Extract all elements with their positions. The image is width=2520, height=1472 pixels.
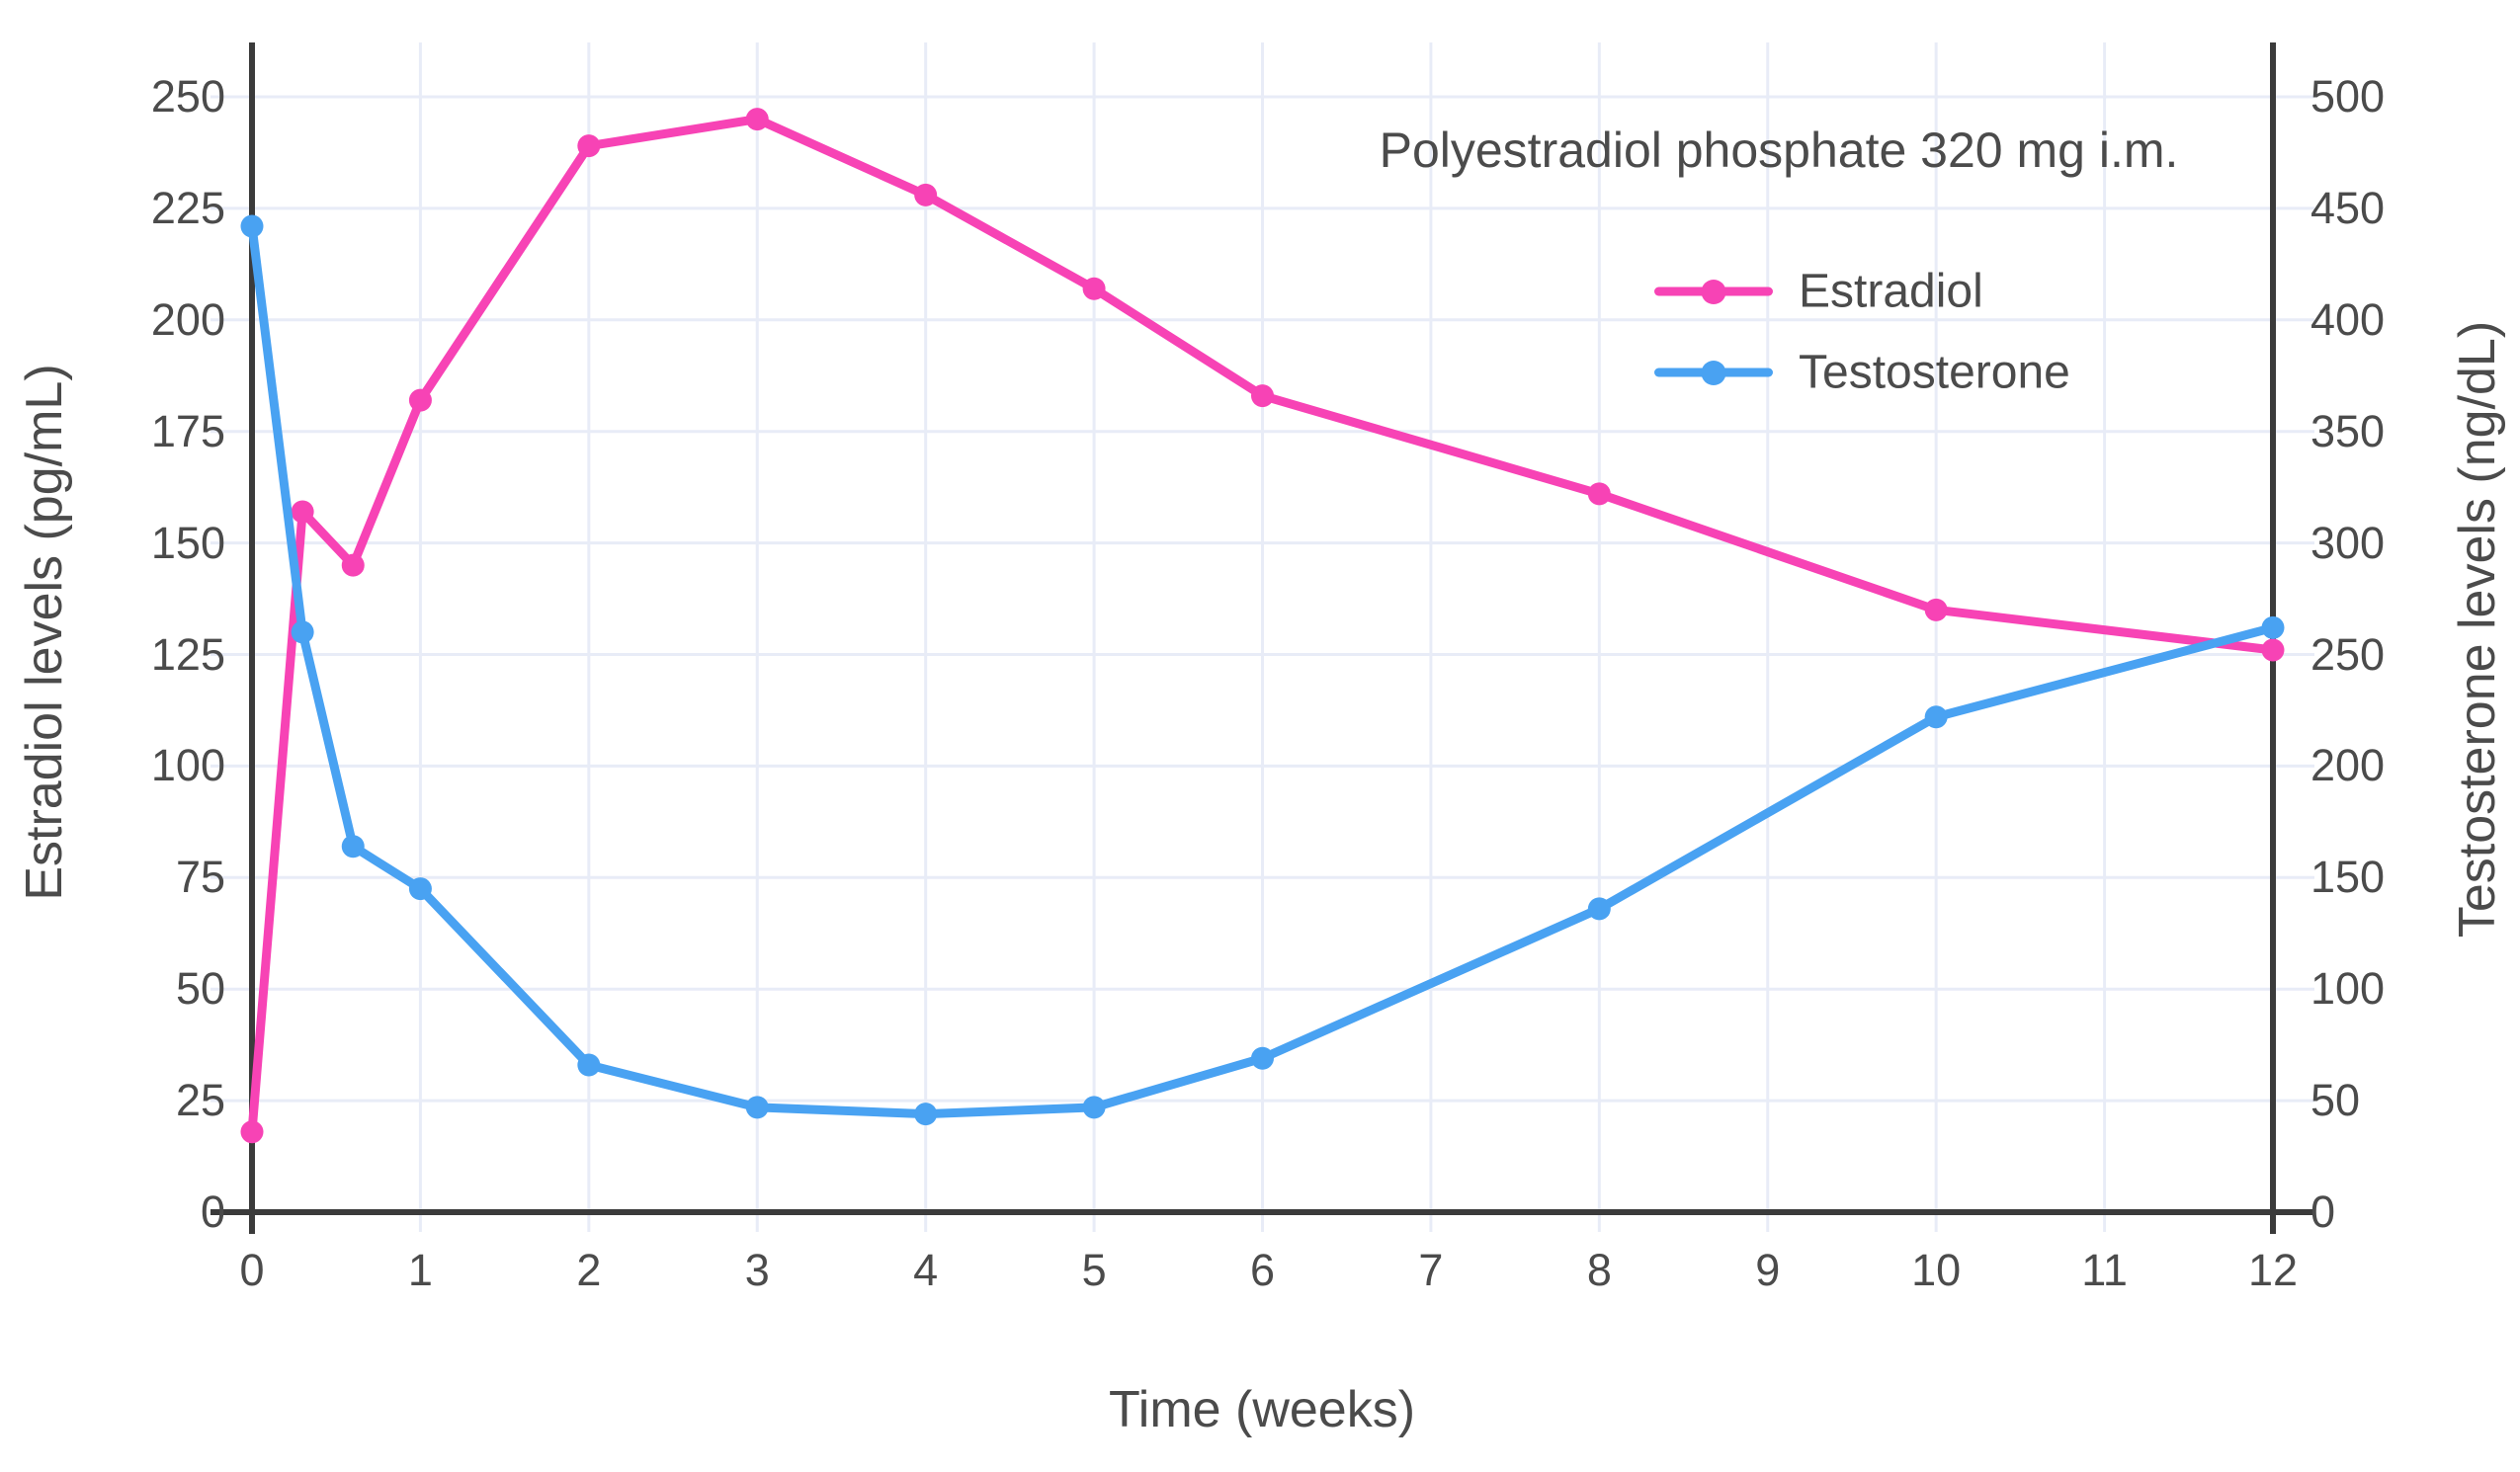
testosterone-legend-marker (1701, 360, 1726, 385)
estradiol-point (240, 1120, 264, 1144)
testosterone-point (745, 1096, 769, 1119)
y-tick-label-right: 0 (2310, 1186, 2336, 1237)
testosterone-point (577, 1053, 601, 1077)
testosterone-point (291, 620, 314, 644)
y-tick-label-right: 50 (2310, 1075, 2361, 1126)
x-tick-label: 2 (576, 1245, 602, 1295)
estradiol-point (1924, 598, 1948, 621)
testosterone-point (2261, 615, 2285, 639)
x-axis-title: Time (weeks) (1108, 1381, 1416, 1438)
y-tick-label-left: 50 (175, 963, 225, 1015)
y-tick-label-left: 150 (150, 517, 225, 568)
x-tick-label: 11 (2081, 1245, 2128, 1295)
y-tick-label-right: 450 (2310, 182, 2386, 233)
x-tick-label: 9 (1755, 1245, 1781, 1295)
estradiol-point (2261, 638, 2285, 662)
y-tick-label-left: 25 (175, 1075, 225, 1126)
testosterone-point (1082, 1096, 1106, 1119)
x-tick-label: 0 (239, 1245, 265, 1295)
legend-item-testosterone: Testosterone (1654, 346, 2070, 400)
testosterone-point (1251, 1046, 1274, 1070)
estradiol-point (577, 134, 601, 158)
testosterone-line (247, 221, 2278, 1119)
x-tick-label: 1 (407, 1245, 433, 1295)
estradiol-point (745, 108, 769, 131)
estradiol-line (247, 115, 2278, 1137)
y-axis-title-left: Estradiol levels (pg/mL) (16, 364, 73, 901)
estradiol-legend-marker (1701, 279, 1726, 304)
y-tick-label-right: 150 (2310, 852, 2386, 903)
y-tick-label-left: 125 (150, 628, 225, 680)
estradiol-point (291, 500, 314, 524)
legend-label-testosterone: Testosterone (1799, 346, 2070, 399)
estradiol-point (408, 388, 432, 412)
x-tick-label: 7 (1418, 1245, 1444, 1295)
chart-title: Polyestradiol phosphate 320 mg i.m. (1379, 123, 2179, 178)
y-tick-label-right: 400 (2310, 293, 2386, 345)
testosterone-point (240, 214, 264, 238)
y-tick-label-left: 250 (150, 71, 225, 122)
estradiol-point (1587, 482, 1611, 506)
y-tick-label-right: 350 (2310, 405, 2386, 456)
testosterone-point (341, 835, 365, 859)
y-tick-label-left: 175 (150, 405, 225, 456)
x-tick-label: 10 (1911, 1245, 1962, 1295)
testosterone-point (1924, 705, 1948, 729)
x-tick-label: 3 (744, 1245, 770, 1295)
x-tick-label: 12 (2247, 1245, 2299, 1295)
estradiol-point (1082, 277, 1106, 300)
y-tick-label-right: 500 (2310, 71, 2386, 122)
x-tick-label: 6 (1249, 1245, 1276, 1295)
y-tick-label-right: 300 (2310, 517, 2386, 568)
x-tick-label: 5 (1081, 1245, 1107, 1295)
y-tick-label-right: 100 (2310, 963, 2386, 1015)
x-tick-label: 4 (913, 1245, 939, 1295)
y-tick-label-left: 0 (200, 1186, 225, 1237)
y-tick-label-left: 225 (150, 182, 225, 233)
testosterone-point (914, 1103, 938, 1126)
y-tick-label-left: 100 (150, 740, 225, 791)
estradiol-legend-line (1654, 279, 1773, 304)
y-tick-label-left: 200 (150, 293, 225, 345)
y-tick-label-right: 200 (2310, 740, 2386, 791)
x-tick-label: 8 (1586, 1245, 1612, 1295)
legend-label-estradiol: Estradiol (1799, 265, 1983, 318)
testosterone-point (1587, 897, 1611, 921)
y-tick-label-right: 250 (2310, 628, 2386, 680)
estradiol-point (914, 183, 938, 206)
estradiol-point (341, 553, 365, 577)
testosterone-point (408, 877, 432, 901)
testosterone-legend-line (1654, 360, 1773, 385)
estradiol-point (1251, 384, 1274, 408)
y-tick-label-left: 75 (175, 852, 225, 903)
legend-item-estradiol: Estradiol (1654, 265, 1983, 319)
